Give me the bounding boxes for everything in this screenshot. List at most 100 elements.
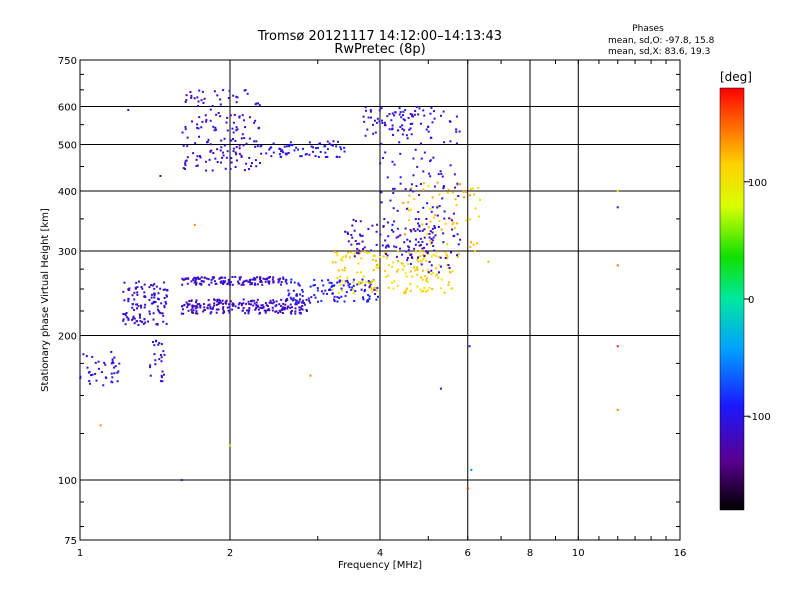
- data-point: [414, 148, 417, 151]
- data-point: [441, 197, 444, 200]
- data-point: [212, 277, 215, 280]
- data-point: [347, 240, 350, 243]
- data-point: [333, 298, 336, 301]
- data-point: [271, 309, 274, 312]
- data-point: [375, 266, 378, 269]
- data-point: [392, 261, 395, 264]
- data-point: [192, 152, 195, 155]
- data-point: [216, 298, 219, 301]
- data-point: [343, 269, 346, 272]
- data-point: [278, 279, 281, 282]
- data-point: [384, 151, 387, 154]
- data-point: [368, 286, 371, 289]
- data-point: [399, 125, 402, 128]
- data-point: [221, 302, 224, 305]
- data-point: [196, 303, 199, 306]
- data-point: [222, 309, 225, 312]
- data-point: [262, 306, 265, 309]
- data-point: [429, 159, 432, 162]
- data-point: [344, 255, 347, 258]
- data-point: [387, 245, 390, 248]
- data-point: [430, 273, 433, 276]
- data-point: [323, 145, 326, 148]
- data-point: [406, 259, 409, 262]
- data-point: [253, 121, 256, 124]
- y-tick-label: 300: [58, 247, 77, 258]
- data-point: [221, 151, 224, 154]
- data-point: [340, 148, 343, 151]
- data-point: [207, 299, 210, 302]
- data-point: [324, 151, 327, 154]
- data-point: [332, 140, 335, 143]
- data-point: [190, 94, 193, 97]
- data-point: [205, 141, 208, 144]
- data-point: [205, 169, 208, 172]
- data-point: [364, 106, 367, 109]
- data-point: [224, 301, 227, 304]
- data-point: [219, 115, 222, 118]
- data-point: [252, 304, 255, 307]
- data-point: [216, 94, 219, 97]
- data-point: [154, 359, 157, 362]
- data-point: [473, 250, 476, 253]
- data-point: [284, 303, 287, 306]
- data-point: [153, 353, 156, 356]
- data-point: [372, 132, 375, 135]
- data-point: [213, 90, 216, 93]
- data-point: [457, 243, 460, 246]
- data-point: [392, 187, 395, 190]
- data-point: [198, 135, 201, 138]
- data-point: [140, 286, 143, 289]
- data-point: [372, 254, 375, 257]
- data-point: [283, 308, 286, 311]
- data-point: [469, 246, 472, 249]
- data-point: [441, 175, 444, 178]
- data-point: [439, 256, 442, 259]
- data-point: [222, 307, 225, 310]
- data-point: [455, 115, 458, 118]
- data-point: [392, 287, 395, 290]
- data-point: [438, 271, 441, 274]
- data-point: [194, 307, 197, 310]
- data-points: [79, 89, 619, 490]
- data-point: [350, 243, 353, 246]
- data-point: [337, 140, 340, 143]
- data-point: [110, 372, 113, 375]
- data-point: [470, 468, 473, 471]
- data-point: [213, 129, 216, 132]
- data-point: [138, 313, 141, 316]
- data-point: [360, 257, 363, 260]
- data-point: [376, 117, 379, 120]
- data-point: [289, 306, 292, 309]
- data-point: [416, 273, 419, 276]
- data-point: [353, 255, 356, 258]
- data-point: [248, 307, 251, 310]
- data-point: [412, 190, 415, 193]
- data-point: [255, 307, 258, 310]
- data-point: [616, 190, 619, 193]
- data-point: [267, 280, 270, 283]
- data-point: [274, 305, 277, 308]
- data-point: [390, 229, 393, 232]
- data-point: [425, 290, 428, 293]
- data-point: [257, 126, 260, 129]
- data-point: [159, 380, 162, 383]
- data-point: [196, 155, 199, 158]
- data-point: [132, 309, 135, 312]
- data-point: [399, 182, 402, 185]
- data-point: [265, 304, 268, 307]
- data-point: [165, 289, 168, 292]
- data-point: [228, 303, 231, 306]
- data-point: [137, 324, 140, 327]
- data-point: [352, 284, 355, 287]
- data-point: [122, 313, 125, 316]
- data-point: [268, 148, 271, 151]
- data-point: [352, 281, 355, 284]
- data-point: [412, 115, 415, 118]
- data-point: [351, 236, 354, 239]
- data-point: [410, 187, 413, 190]
- data-point: [190, 96, 193, 99]
- data-point: [298, 309, 301, 312]
- data-point: [389, 199, 392, 202]
- data-point: [253, 278, 256, 281]
